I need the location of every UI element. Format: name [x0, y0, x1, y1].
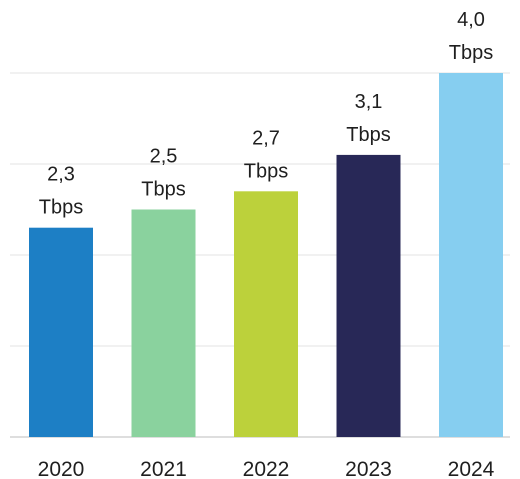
value-label-2022: 2,7 — [252, 127, 280, 149]
value-label-2023: 3,1 — [355, 91, 383, 113]
x-tick-2024: 2024 — [448, 458, 495, 479]
bar-2023 — [336, 154, 401, 437]
bar-2020 — [29, 227, 93, 437]
value-label-2021: 2,5 — [150, 146, 178, 168]
value-label-2024: 4,0 — [457, 9, 485, 31]
value-labels: 2,3 Tbps 2,5 Tbps 2,7 Tbps 3,1 Tbps 4,0 Tbps — [39, 9, 493, 219]
unit-label-2021: Tbps — [141, 179, 185, 201]
bars — [29, 73, 503, 437]
x-axis-ticks: 2020 2021 2022 2023 2024 — [38, 458, 495, 479]
unit-label-2022: Tbps — [244, 160, 288, 182]
bar-2022 — [234, 191, 298, 437]
value-label-2020: 2,3 — [47, 164, 75, 186]
x-tick-2021: 2021 — [140, 458, 187, 479]
x-tick-2023: 2023 — [345, 458, 392, 479]
unit-label-2023: Tbps — [346, 124, 390, 146]
x-tick-2020: 2020 — [38, 458, 85, 479]
x-tick-2022: 2022 — [243, 458, 290, 479]
bar-2021 — [131, 209, 196, 437]
unit-label-2020: Tbps — [39, 197, 83, 219]
unit-label-2024: Tbps — [449, 42, 493, 64]
bar-2024 — [439, 73, 503, 437]
